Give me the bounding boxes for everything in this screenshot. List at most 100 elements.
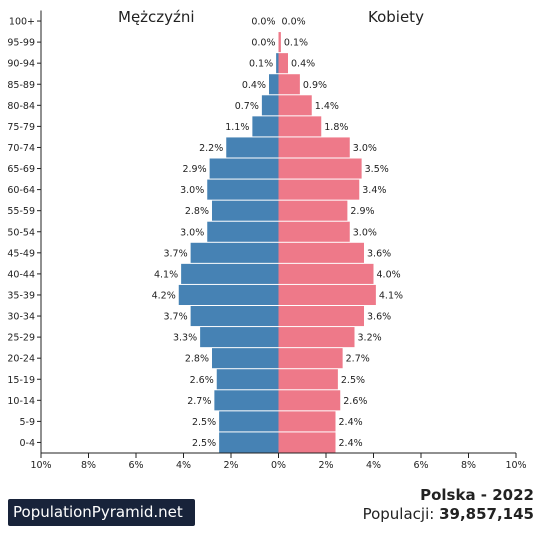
age-group-label: 50-54 bbox=[7, 227, 35, 238]
male-value-label: 1.1% bbox=[225, 122, 249, 133]
x-tick-label: 6% bbox=[128, 460, 143, 471]
male-value-label: 3.7% bbox=[163, 312, 187, 323]
x-tick-label: 4% bbox=[176, 460, 191, 471]
female-value-label: 0.4% bbox=[291, 59, 315, 70]
female-value-label: 0.1% bbox=[284, 38, 308, 49]
age-group-label: 15-19 bbox=[7, 375, 35, 386]
country-year-title: Polska - 2022 bbox=[420, 486, 534, 504]
female-bar-40-44 bbox=[278, 263, 374, 284]
female-value-label: 4.0% bbox=[377, 269, 401, 280]
male-bar-90-94 bbox=[276, 53, 279, 74]
female-bar-55-59 bbox=[278, 200, 348, 221]
male-bar-0-4 bbox=[219, 432, 279, 453]
x-tick-label: 2% bbox=[223, 460, 238, 471]
female-value-label: 2.6% bbox=[343, 396, 367, 407]
male-value-label: 2.8% bbox=[185, 206, 209, 217]
female-value-label: 1.8% bbox=[324, 122, 348, 133]
x-tick-label: 0% bbox=[271, 460, 286, 471]
female-bar-80-84 bbox=[278, 95, 312, 116]
age-group-label: 30-34 bbox=[7, 312, 35, 323]
age-group-label: 95-99 bbox=[7, 38, 35, 49]
population-value: 39,857,145 bbox=[439, 505, 534, 523]
female-bar-85-89 bbox=[278, 74, 300, 95]
age-group-label: 10-14 bbox=[7, 396, 35, 407]
x-tick-label: 10% bbox=[30, 460, 51, 471]
female-value-label: 2.7% bbox=[346, 354, 370, 365]
male-bar-35-39 bbox=[178, 284, 279, 305]
male-bar-70-74 bbox=[226, 137, 279, 158]
male-value-label: 0.7% bbox=[235, 101, 259, 112]
age-group-label: 45-49 bbox=[7, 248, 35, 259]
female-value-label: 3.2% bbox=[358, 333, 382, 344]
female-bar-35-39 bbox=[278, 284, 376, 305]
female-bar-75-79 bbox=[278, 116, 322, 137]
female-bar-70-74 bbox=[278, 137, 350, 158]
male-value-label: 2.6% bbox=[190, 375, 214, 386]
male-value-label: 0.4% bbox=[242, 80, 266, 91]
male-value-label: 2.5% bbox=[192, 438, 216, 449]
age-group-label: 35-39 bbox=[7, 290, 35, 301]
age-group-label: 65-69 bbox=[7, 164, 35, 175]
female-value-label: 3.6% bbox=[367, 312, 391, 323]
female-value-label: 4.1% bbox=[379, 290, 403, 301]
male-value-label: 4.2% bbox=[152, 290, 176, 301]
male-value-label: 3.0% bbox=[180, 227, 204, 238]
female-bar-10-14 bbox=[278, 390, 341, 411]
female-value-label: 2.4% bbox=[339, 417, 363, 428]
male-value-label: 3.0% bbox=[180, 185, 204, 196]
age-group-label: 40-44 bbox=[7, 269, 35, 280]
age-group-label: 55-59 bbox=[7, 206, 35, 217]
female-bar-20-24 bbox=[278, 348, 343, 369]
male-bar-20-24 bbox=[212, 348, 279, 369]
age-group-label: 5-9 bbox=[19, 417, 35, 428]
male-bar-55-59 bbox=[212, 200, 279, 221]
male-value-label: 0.0% bbox=[251, 38, 275, 49]
male-bar-75-79 bbox=[252, 116, 279, 137]
female-bar-5-9 bbox=[278, 411, 336, 432]
female-bar-25-29 bbox=[278, 327, 355, 348]
male-value-label: 2.9% bbox=[182, 164, 206, 175]
male-value-label: 3.3% bbox=[173, 333, 197, 344]
female-bar-95-99 bbox=[278, 32, 281, 53]
female-bar-65-69 bbox=[278, 158, 362, 179]
female-value-label: 2.4% bbox=[339, 438, 363, 449]
x-tick-label: 8% bbox=[461, 460, 476, 471]
male-value-label: 2.5% bbox=[192, 417, 216, 428]
female-value-label: 3.0% bbox=[353, 143, 377, 154]
male-bar-5-9 bbox=[219, 411, 279, 432]
male-value-label: 3.7% bbox=[163, 248, 187, 259]
female-title: Kobiety bbox=[368, 8, 424, 26]
female-value-label: 3.0% bbox=[353, 227, 377, 238]
male-bar-65-69 bbox=[209, 158, 279, 179]
population-line: Populacji: 39,857,145 bbox=[363, 505, 534, 523]
x-tick-label: 8% bbox=[81, 460, 96, 471]
population-label: Populacji: bbox=[362, 505, 435, 523]
age-group-label: 0-4 bbox=[19, 438, 35, 449]
female-value-label: 3.6% bbox=[367, 248, 391, 259]
male-bar-15-19 bbox=[216, 369, 279, 390]
age-group-label: 70-74 bbox=[7, 143, 35, 154]
age-group-label: 20-24 bbox=[7, 354, 35, 365]
male-bar-45-49 bbox=[190, 242, 279, 263]
female-bar-15-19 bbox=[278, 369, 338, 390]
female-value-label: 1.4% bbox=[315, 101, 339, 112]
age-group-label: 80-84 bbox=[7, 101, 35, 112]
male-value-label: 0.1% bbox=[249, 59, 273, 70]
female-value-label: 2.5% bbox=[341, 375, 365, 386]
male-bar-60-64 bbox=[207, 179, 279, 200]
age-group-label: 75-79 bbox=[7, 122, 35, 133]
male-value-label: 2.7% bbox=[187, 396, 211, 407]
x-tick-label: 2% bbox=[318, 460, 333, 471]
female-value-label: 0.9% bbox=[303, 80, 327, 91]
male-bar-80-84 bbox=[261, 95, 279, 116]
age-group-label: 85-89 bbox=[7, 80, 35, 91]
female-value-label: 0.0% bbox=[282, 17, 306, 28]
male-bar-25-29 bbox=[200, 327, 279, 348]
brand-logo[interactable]: PopulationPyramid.net bbox=[8, 499, 195, 526]
male-bar-10-14 bbox=[214, 390, 279, 411]
female-bar-60-64 bbox=[278, 179, 360, 200]
male-bar-85-89 bbox=[269, 74, 279, 95]
x-tick-label: 6% bbox=[413, 460, 428, 471]
male-title: Mężczyźni bbox=[118, 8, 195, 26]
age-group-label: 100+ bbox=[9, 17, 35, 28]
